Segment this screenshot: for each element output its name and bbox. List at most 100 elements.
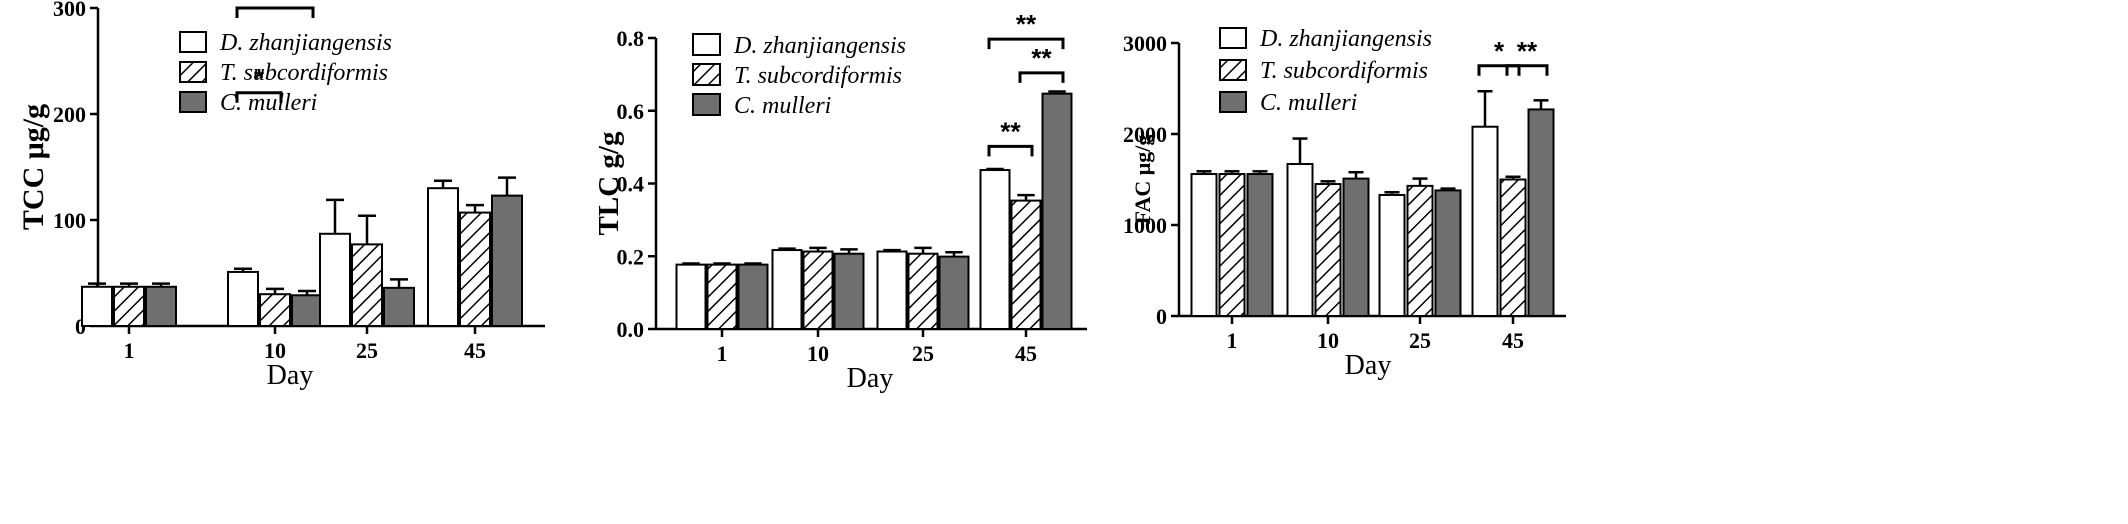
bar-d-zhanjiangensis — [1471, 125, 1499, 317]
bar-d-zhanjiangensis — [1190, 173, 1218, 317]
x-axis-title: Day — [1345, 350, 1392, 381]
bar-d-zhanjiangensis — [771, 249, 803, 330]
bar-t-subcordiformis — [1218, 173, 1246, 317]
significance-bracket — [987, 37, 1065, 50]
significance-bracket — [987, 144, 1034, 157]
bar-c-mulleri — [737, 263, 769, 330]
bar-c-mulleri — [383, 286, 415, 327]
x-tick-label: 1 — [717, 341, 728, 366]
x-tick-label: 10 — [1317, 328, 1339, 353]
significance-bracket — [1505, 64, 1549, 76]
bar-t-subcordiformis — [706, 263, 738, 330]
y-tick-label: 0.0 — [617, 317, 645, 342]
bar-c-mulleri — [145, 285, 177, 327]
bar-d-zhanjiangensis — [227, 270, 259, 328]
legend-swatch — [1219, 91, 1247, 113]
bar-d-zhanjiangensis — [427, 187, 459, 327]
bar-c-mulleri — [491, 194, 523, 327]
y-tick-label: 3000 — [1123, 31, 1167, 56]
bar-d-zhanjiangensis — [81, 285, 113, 327]
bar-t-subcordiformis — [459, 211, 491, 327]
legend-swatch — [692, 63, 721, 86]
legend-swatch — [1219, 27, 1247, 49]
significance-bracket — [1018, 71, 1065, 83]
x-tick-label: 1 — [1227, 328, 1238, 353]
bar-c-mulleri — [1434, 189, 1462, 317]
significance-bracket — [1477, 64, 1521, 76]
bar-d-zhanjiangensis — [319, 232, 351, 327]
significance-label: ** — [1517, 36, 1538, 66]
bar-t-subcordiformis — [907, 252, 939, 330]
legend-label: T. subcordiformis — [220, 60, 388, 86]
legend-swatch — [179, 31, 207, 53]
legend-swatch — [692, 33, 721, 56]
bar-c-mulleri — [1041, 92, 1073, 330]
significance-label: ** — [1016, 9, 1037, 39]
y-axis-label: TCC μg/g — [17, 104, 50, 230]
significance-label: * — [254, 63, 265, 93]
bar-t-subcordiformis — [1010, 199, 1042, 330]
significance-label: * — [1494, 36, 1505, 66]
x-tick-label: 1 — [124, 338, 135, 363]
x-tick-label: 45 — [1015, 341, 1037, 366]
y-tick-label: 200 — [53, 102, 86, 127]
y-axis-label: TLC g/g — [593, 131, 625, 235]
bar-d-zhanjiangensis — [876, 250, 908, 331]
x-axis-title: Day — [847, 363, 894, 394]
bar-t-subcordiformis — [351, 243, 383, 328]
significance-label: ** — [1031, 43, 1052, 73]
bar-c-mulleri — [833, 252, 865, 330]
legend-swatch — [179, 91, 207, 113]
y-tick-label: 0.8 — [617, 26, 645, 51]
x-tick-label: 45 — [464, 338, 486, 363]
x-tick-label: 45 — [1502, 328, 1524, 353]
x-tick-label: 25 — [912, 341, 934, 366]
bar-c-mulleri — [938, 255, 970, 330]
y-tick-label: 100 — [53, 208, 86, 233]
legend-label: D. zhanjiangensis — [1259, 26, 1432, 52]
x-tick-label: 25 — [1409, 328, 1431, 353]
bar-c-mulleri — [1527, 108, 1555, 318]
chart-panel-2: 0.0 0.2 0.4 0.6 0.8 TLC g/g Day 1 10 25 45 ** ** ** D.… — [593, 9, 1087, 394]
y-tick-label: 1000 — [1123, 213, 1167, 238]
legend-label: C. mulleri — [220, 90, 317, 116]
x-tick-label: 10 — [807, 341, 829, 366]
x-axis-title: Day — [267, 360, 314, 391]
legend-label: T. subcordiformis — [734, 63, 902, 89]
significance-bracket — [235, 91, 283, 103]
y-tick-label: 2000 — [1123, 122, 1167, 147]
significance-label: ** — [265, 0, 286, 8]
bar-c-mulleri — [1246, 173, 1274, 317]
legend-label: D. zhanjiangensis — [733, 33, 906, 59]
legend-label: C. mulleri — [1260, 90, 1357, 116]
y-tick-label: 0.2 — [617, 244, 645, 269]
significance-bracket — [235, 6, 315, 18]
legend-label: T. subcordiformis — [1260, 58, 1428, 84]
significance-label: ** — [1000, 116, 1021, 146]
bar-t-subcordiformis — [1406, 184, 1434, 317]
bar-t-subcordiformis — [113, 285, 145, 327]
bar-t-subcordiformis — [802, 250, 834, 331]
bar-d-zhanjiangensis — [675, 263, 707, 330]
y-tick-label: 300 — [53, 0, 86, 21]
bar-t-subcordiformis — [1314, 183, 1342, 317]
bar-d-zhanjiangensis — [979, 169, 1011, 330]
legend-swatch — [692, 93, 721, 116]
legend-swatch — [1219, 59, 1247, 81]
bar-d-zhanjiangensis — [1286, 163, 1314, 317]
y-tick-label: 0.6 — [617, 99, 645, 124]
legend-label: C. mulleri — [734, 93, 831, 119]
x-tick-label: 10 — [264, 338, 286, 363]
bar-c-mulleri — [291, 294, 323, 328]
y-tick-label: 0 — [75, 314, 86, 339]
bar-t-subcordiformis — [1499, 178, 1527, 317]
y-tick-label: 0 — [1156, 304, 1167, 329]
y-axis-label: FAC μg/g — [1130, 135, 1155, 225]
bar-d-zhanjiangensis — [1378, 193, 1406, 317]
bar-t-subcordiformis — [259, 293, 291, 328]
y-tick-label: 0.4 — [617, 172, 645, 197]
legend-swatch — [179, 61, 207, 83]
